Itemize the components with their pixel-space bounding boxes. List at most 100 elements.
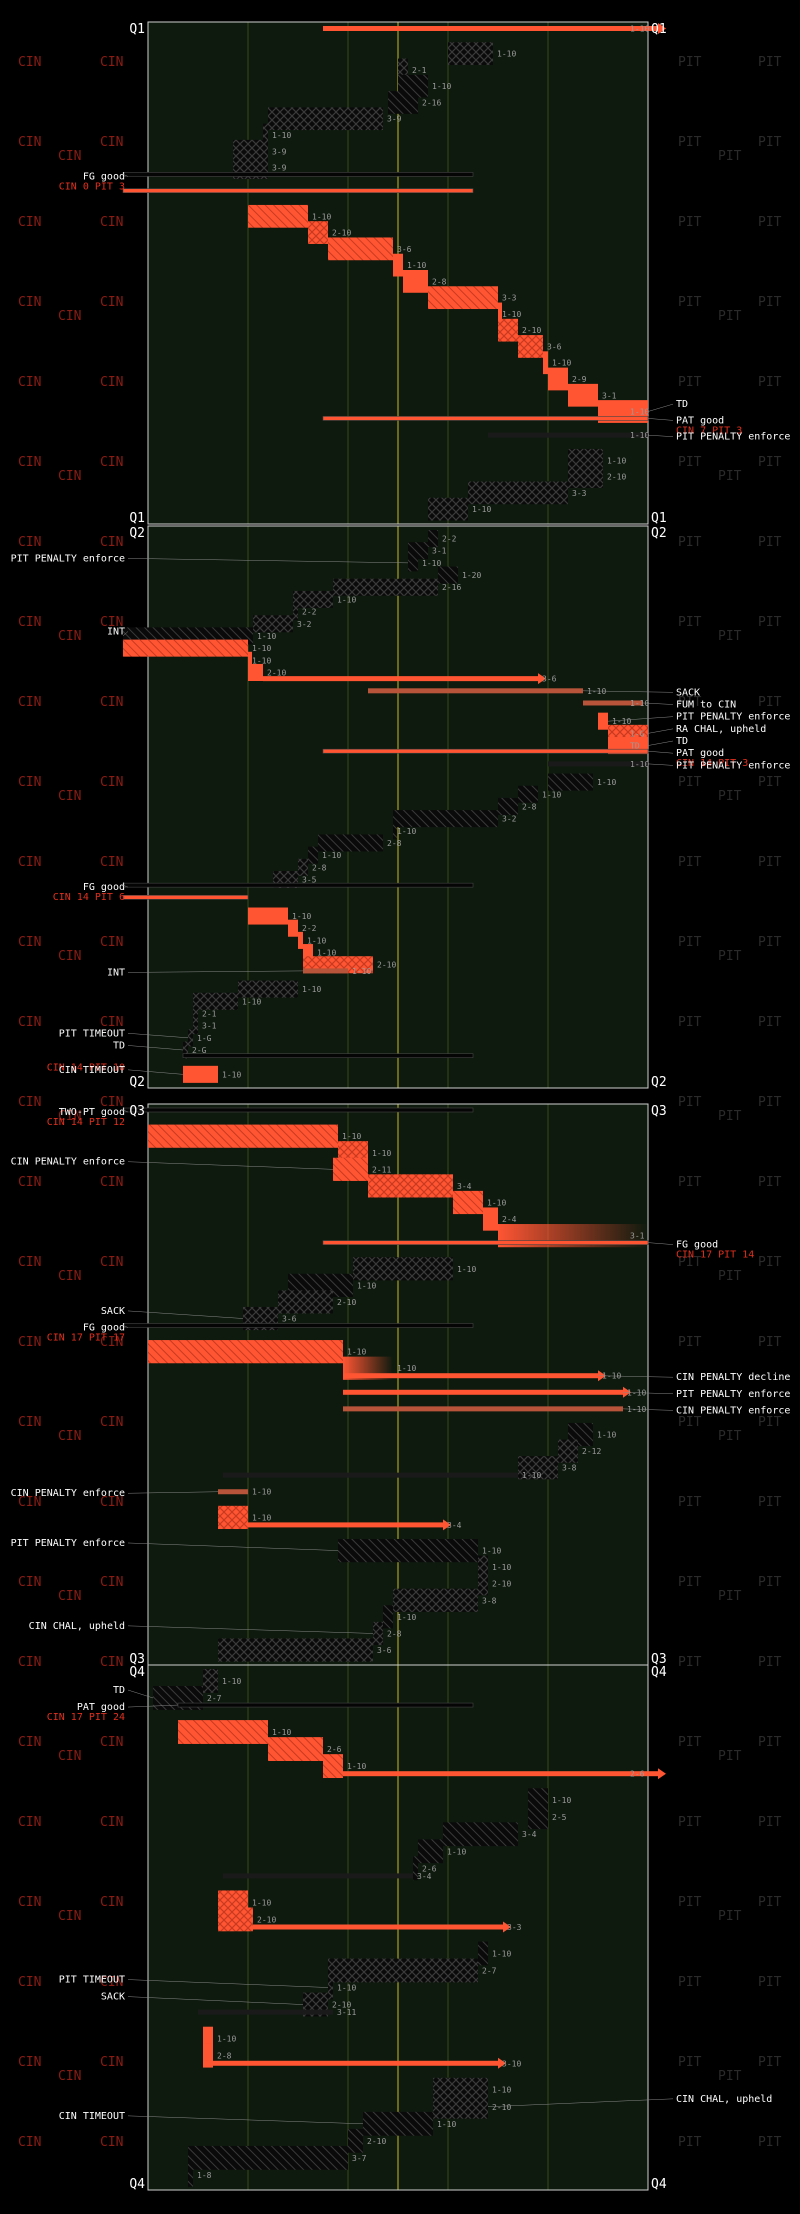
play-bar [428,530,438,548]
event-label: RA CHAL, upheld [676,724,766,735]
play-bar [413,1856,418,1881]
quarter-label: Q4 [129,2177,145,2192]
team-watermark-right: PIT [758,1735,782,1750]
play-bar [598,712,608,730]
down-distance-label: 1-10 [322,851,341,860]
team-watermark-left: CIN [100,1735,123,1750]
team-watermark-right: PIT [758,1255,782,1270]
event-label: PIT PENALTY enforce [11,553,125,564]
down-distance-label: 3-1 [602,391,617,400]
play-bar [393,1588,478,1612]
play-bar [182,1053,474,1058]
event-leader [127,558,409,564]
down-distance-label: 1-10 [252,656,271,665]
team-watermark-left: CIN [58,1749,81,1764]
play-bar [448,42,493,66]
down-distance-label: 2-16 [422,98,441,107]
team-watermark-right: PIT [758,1335,782,1350]
play-bar [298,931,303,949]
play-bar [498,797,518,815]
event-label: PAT good [676,415,724,426]
play-bar [238,980,298,998]
play-bar [468,481,568,505]
down-distance-label: 1-10 [502,310,521,319]
event-leader [122,174,129,177]
play-bar [328,1958,478,1983]
play-bar [568,465,603,488]
quarter-label: Q2 [651,526,667,541]
play-bar [318,834,383,852]
team-watermark-left: CIN [100,295,123,310]
team-watermark-right: PIT [718,1589,742,1604]
team-watermark-right: PIT [678,55,702,70]
team-watermark-right: PIT [718,469,742,484]
play-bar [393,253,403,277]
play-bar [183,1041,188,1059]
play-bar [368,1174,453,1198]
team-watermark-right: PIT [758,1815,782,1830]
score-label: CIN 14 PIT 12 [47,1117,125,1128]
quarter-label: Q4 [651,2177,667,2192]
down-distance-label: 1-10 [347,1762,366,1771]
down-distance-label: 2-10 [337,1298,356,1307]
play-bar [498,318,518,342]
down-distance-label: 3-7 [352,2154,367,2163]
play-bar [122,882,474,888]
play-bar [338,1538,478,1563]
event-label: PIT PENALTY enforce [676,432,790,443]
down-distance-label: 2-1 [202,1009,217,1018]
down-distance-label: 1-10 [252,1898,271,1907]
team-watermark-right: PIT [678,1175,702,1190]
down-distance-label: 2-8 [387,839,402,848]
event-leader [127,1310,244,1319]
event-label: TD [676,736,688,747]
down-distance-label: 1-10 [342,1132,361,1141]
down-distance-label: 2-6 [327,1745,342,1754]
event-label: CIN PENALTY decline [676,1372,790,1383]
down-distance-label: 1-20 [462,571,481,580]
down-distance-label: 1-10 [337,595,356,604]
down-distance-label: 1-10 [257,632,276,641]
down-distance-label: 3-4 [447,1521,462,1530]
down-distance-label: 2-10 [492,1580,511,1589]
play-bar [393,810,498,828]
down-distance-label: 3-6 [547,342,562,351]
play-bar [183,1065,218,1083]
event-label: PIT PENALTY enforce [676,1389,790,1400]
score-label: CIN 17 PIT 14 [676,1250,754,1261]
play-bar [568,383,598,407]
event-leader [597,1375,674,1378]
down-distance-label: 1-G [197,1034,212,1043]
down-distance-label: 2-10 [332,2001,351,2010]
play-bar [248,907,288,925]
team-watermark-right: PIT [678,1255,702,1270]
team-watermark-right: PIT [678,1015,702,1030]
event-label: CIN PENALTY enforce [11,1488,125,1499]
team-watermark-left: CIN [100,55,123,70]
down-distance-label: 1-10 [487,1198,506,1207]
play-bar [443,1822,518,1847]
down-distance-label: 1-10 [522,1471,541,1480]
event-leader [127,1704,179,1708]
down-distance-label: 3-4 [457,1182,472,1191]
play-bar [253,1924,503,1930]
quarter-label: Q3 [129,1652,145,1667]
down-distance-label: 1-10 [497,50,516,59]
team-watermark-left: CIN [58,469,81,484]
down-distance-label: 3-9 [387,115,402,124]
play-bar [122,1323,474,1328]
event-leader [127,1625,374,1634]
team-watermark-right: PIT [758,1655,782,1670]
down-distance-label: 3-8 [482,1596,497,1605]
play-bar [308,221,328,244]
down-distance-label: 1-10 [307,936,326,945]
event-leader [127,970,304,973]
team-watermark-right: PIT [678,215,702,230]
down-distance-label: 2-8 [522,802,537,811]
team-watermark-right: PIT [718,149,742,164]
event-label: TWO-PT good [59,1107,125,1118]
down-distance-label: 1-10 [630,699,649,708]
play-bar [188,2145,348,2170]
play-arrowhead [658,23,666,34]
event-label: PAT good [676,748,724,759]
